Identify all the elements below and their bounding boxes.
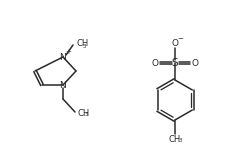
Text: 3: 3 bbox=[179, 138, 182, 144]
Text: O: O bbox=[192, 59, 199, 68]
Text: N: N bbox=[60, 52, 66, 62]
Text: N: N bbox=[60, 80, 66, 90]
Text: CH: CH bbox=[169, 135, 181, 144]
Text: O: O bbox=[152, 59, 158, 68]
Text: 3: 3 bbox=[85, 113, 88, 118]
Text: S: S bbox=[172, 58, 178, 68]
Text: +: + bbox=[66, 49, 71, 55]
Text: −: − bbox=[178, 36, 184, 42]
Text: O: O bbox=[172, 39, 179, 48]
Text: CH: CH bbox=[77, 39, 89, 48]
Text: CH: CH bbox=[78, 108, 90, 118]
Text: 3: 3 bbox=[83, 44, 86, 49]
